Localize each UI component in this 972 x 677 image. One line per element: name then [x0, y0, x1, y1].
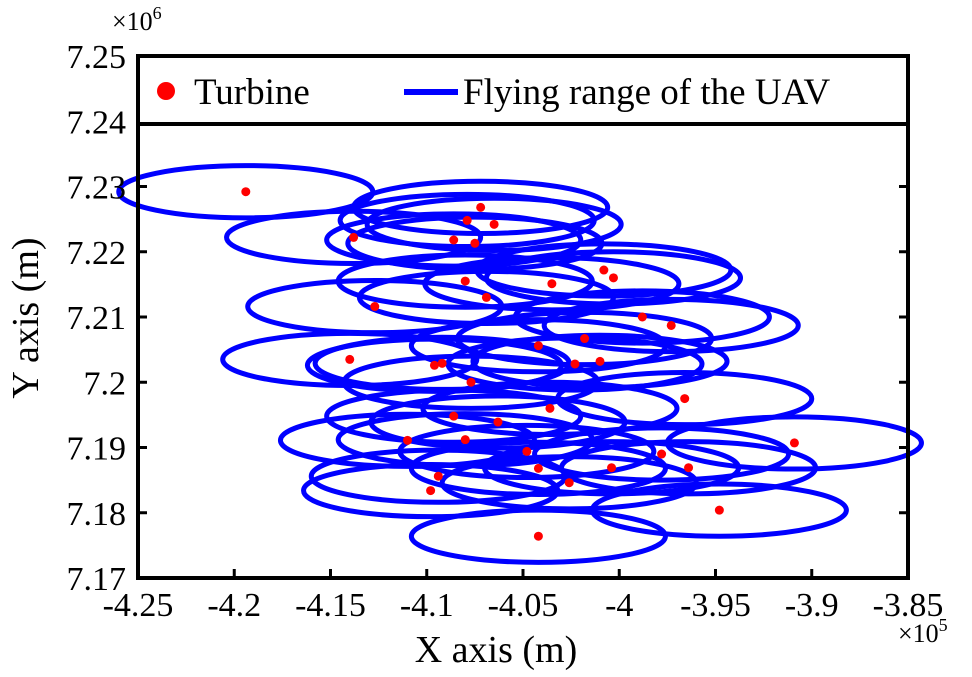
turbine-point	[370, 302, 380, 312]
x-exponent: ×105	[898, 615, 948, 648]
turbine-points	[241, 187, 799, 541]
turbine-point	[493, 417, 503, 427]
x-tick-label: -4	[605, 587, 633, 624]
flying-range-ellipse	[224, 208, 484, 266]
x-tick-label: -4.05	[488, 587, 559, 624]
y-tick-label: 7.21	[67, 300, 127, 337]
turbine-point	[533, 463, 543, 473]
turbine-point	[564, 478, 574, 488]
turbine-point	[437, 358, 447, 368]
flying-range-ellipse	[324, 387, 584, 445]
turbine-point	[607, 463, 617, 473]
turbine-point	[481, 292, 491, 302]
turbine-point	[580, 334, 590, 344]
x-tick-label: -3.85	[873, 587, 944, 624]
legend-turbine-marker	[157, 82, 175, 100]
y-tick-label: 7.2	[84, 365, 127, 402]
flying-range-ellipse	[541, 296, 801, 355]
turbine-point	[533, 531, 543, 541]
legend-box	[136, 54, 910, 126]
flying-range-ellipses	[116, 163, 924, 565]
flying-range-ellipse	[301, 461, 561, 520]
turbine-point	[533, 341, 543, 351]
x-tick-label: -4.2	[207, 587, 261, 624]
turbine-point	[476, 202, 486, 212]
turbine-point	[789, 438, 799, 448]
turbine-point	[714, 505, 724, 515]
y-exponent: ×106	[112, 3, 162, 36]
turbine-point	[608, 273, 618, 283]
turbine-point	[547, 279, 557, 289]
turbine-point	[522, 446, 532, 456]
y-tick-label: 7.23	[67, 170, 127, 207]
x-axis-label: X axis (m)	[415, 629, 578, 671]
turbine-point	[570, 359, 580, 369]
x-tick-label: -4.25	[103, 587, 174, 624]
turbine-point	[429, 360, 439, 370]
turbine-point	[637, 312, 647, 322]
turbine-point	[426, 486, 436, 496]
y-tick-label: 7.22	[67, 235, 127, 272]
turbine-point	[470, 238, 480, 248]
turbine-point	[241, 187, 251, 197]
turbine-point	[449, 235, 459, 245]
x-tick-label: -3.95	[680, 587, 751, 624]
flying-range-ellipse	[364, 195, 624, 253]
y-tick-label: 7.24	[67, 104, 127, 141]
turbine-point	[684, 463, 694, 473]
turbine-point	[460, 276, 470, 286]
x-tick-label: -4.1	[400, 587, 454, 624]
turbine-point	[462, 215, 472, 225]
turbine-point	[345, 354, 355, 364]
flying-range-ellipse	[308, 447, 568, 505]
turbine-point	[460, 435, 470, 445]
turbine-point	[595, 356, 605, 366]
turbine-point	[489, 219, 499, 229]
turbine-point	[599, 265, 609, 275]
turbine-point	[466, 377, 476, 387]
flying-range-ellipse	[408, 507, 668, 565]
turbine-point	[403, 435, 412, 445]
legend: Turbine Flying range of the UAV	[136, 54, 910, 126]
turbine-point	[657, 449, 667, 459]
turbine-point	[545, 403, 555, 413]
x-tick-label: -4.15	[295, 587, 366, 624]
turbine-point	[449, 411, 459, 421]
legend-flying-range-label: Flying range of the UAV	[463, 72, 830, 113]
y-axis-label: Y axis (m)	[5, 237, 47, 398]
y-tick-label: 7.18	[67, 496, 127, 533]
y-axis-ticks: 7.17 7.18 7.19 7.2 7.21 7.22 7.23 7.24 7.25	[67, 39, 908, 598]
x-tick-label: -3.9	[785, 587, 839, 624]
y-tick-label: 7.17	[67, 561, 127, 598]
y-tick-label: 7.25	[67, 39, 127, 76]
turbine-point	[349, 232, 359, 242]
turbine-point	[666, 320, 676, 330]
turbine-point	[680, 394, 690, 404]
turbine-point	[433, 471, 443, 481]
y-tick-label: 7.19	[67, 431, 127, 468]
flying-range-ellipse	[445, 335, 705, 393]
legend-turbine-label: Turbine	[194, 72, 310, 113]
